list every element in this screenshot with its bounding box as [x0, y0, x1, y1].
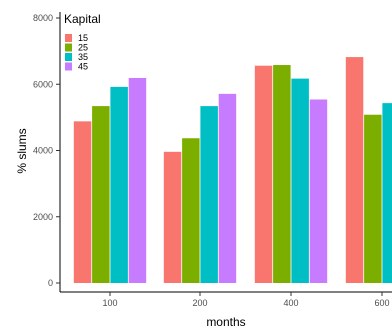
- bar-45-200: [218, 93, 237, 283]
- bars-layer: [73, 57, 392, 284]
- bar-45-400: [309, 99, 328, 284]
- bar-15-600: [345, 57, 364, 284]
- legend-title: Kapital: [64, 12, 101, 26]
- bar-25-100: [92, 106, 110, 283]
- legend-label-15: 15: [78, 33, 88, 43]
- legend-label-35: 35: [78, 52, 88, 62]
- legend-swatch-25: [65, 43, 72, 52]
- bar-35-400: [291, 78, 309, 284]
- bar-35-600: [382, 103, 392, 283]
- y-axis-ticks: 0 2000 4000 6000 8000: [33, 13, 60, 288]
- y-tick-label: 2000: [33, 212, 53, 222]
- x-tick-label: 100: [102, 298, 117, 308]
- bar-25-200: [182, 138, 200, 283]
- bar-45-100: [128, 77, 147, 284]
- bar-15-400: [254, 65, 273, 283]
- y-tick-label: 0: [48, 278, 53, 288]
- y-tick-label: 4000: [33, 146, 53, 156]
- y-axis-title: % slums: [15, 128, 29, 173]
- x-tick-label: 600: [374, 298, 389, 308]
- legend-swatch-35: [65, 53, 72, 61]
- legend-label-45: 45: [78, 62, 88, 72]
- legend-swatch-45: [65, 62, 72, 71]
- x-tick-label: 200: [192, 298, 207, 308]
- bar-25-600: [364, 114, 382, 283]
- x-tick-label: 400: [283, 298, 298, 308]
- bar-15-200: [163, 151, 182, 283]
- legend-label-25: 25: [78, 43, 88, 53]
- bar-25-400: [273, 65, 291, 283]
- x-axis-ticks: 100 200 400 600: [102, 292, 390, 308]
- x-axis-title: months: [206, 315, 245, 329]
- bar-15-100: [73, 121, 92, 283]
- bar-35-200: [200, 106, 218, 283]
- bar-35-100: [110, 86, 128, 284]
- y-tick-label: 8000: [33, 13, 53, 23]
- y-tick-label: 6000: [33, 79, 53, 89]
- legend-swatch-15: [65, 34, 72, 42]
